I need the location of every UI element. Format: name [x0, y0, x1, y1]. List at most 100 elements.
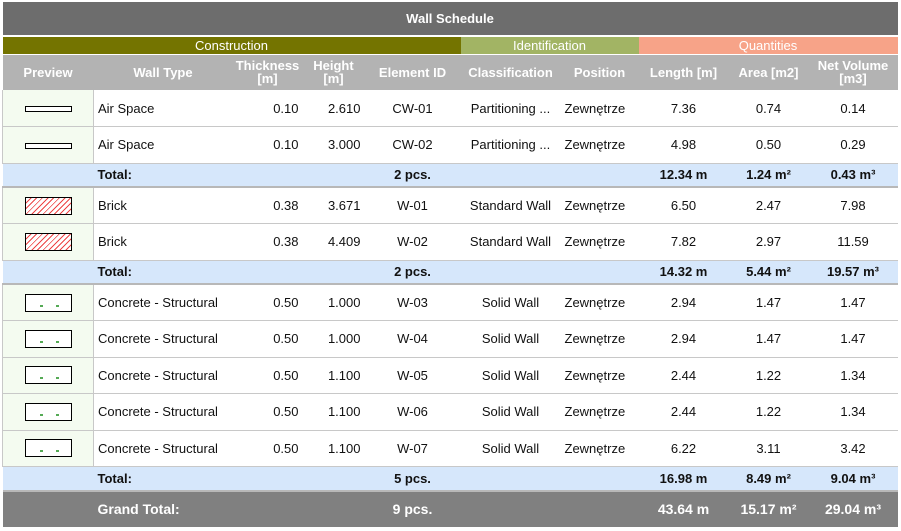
classification-cell: Solid Wall [460, 320, 561, 358]
height-cell: 3.671 [302, 187, 365, 224]
column-header-preview[interactable]: Preview [2, 54, 94, 90]
thickness-cell: 0.50 [232, 430, 303, 467]
area-cell: 1.22 [728, 393, 809, 431]
table-row[interactable]: Concrete - Structural 0.50 1.000 W-04 Solid … [2, 320, 898, 358]
column-header-element-id[interactable]: Element ID [364, 54, 461, 90]
height-cell: 1.100 [302, 393, 365, 431]
classification-cell: Standard Wall [460, 223, 561, 261]
total-label: Grand Total: [93, 490, 365, 527]
column-header-classification[interactable]: Classification [460, 54, 561, 90]
table-row[interactable]: Concrete - Structural 0.50 1.100 W-05 Solid … [2, 357, 898, 394]
concrete-preview-icon [24, 366, 72, 385]
element-id-cell: W-04 [364, 320, 461, 358]
length-cell: 2.94 [638, 284, 729, 321]
total-length: 16.98 m [638, 466, 729, 492]
total-length: 43.64 m [638, 490, 729, 527]
empty-cell [460, 260, 639, 285]
wall-type-cell: Air Space [93, 90, 233, 127]
classification-cell: Standard Wall [460, 187, 561, 224]
length-cell: 6.22 [638, 430, 729, 467]
wall-type-cell: Brick [93, 187, 233, 224]
thickness-cell: 0.10 [232, 126, 303, 164]
length-cell: 2.44 [638, 357, 729, 394]
classification-cell: Solid Wall [460, 393, 561, 431]
table-row[interactable]: Air Space 0.10 2.610 CW-01 Partitioning ... Z… [2, 90, 898, 127]
area-cell: 3.11 [728, 430, 809, 467]
element-id-cell: CW-02 [364, 126, 461, 164]
concrete-preview-icon [24, 402, 72, 421]
column-header-position[interactable]: Position [560, 54, 639, 90]
column-header-thickness[interactable]: Thickness [m] [232, 54, 303, 90]
empty-cell [460, 466, 639, 492]
area-cell: 0.50 [728, 126, 809, 164]
wall-type-cell: Concrete - Structural [93, 430, 233, 467]
total-count: 2 pcs. [364, 163, 461, 188]
net-volume-cell: 1.34 [808, 357, 898, 394]
element-id-cell: W-06 [364, 393, 461, 431]
wall-type-cell: Brick [93, 223, 233, 261]
thickness-cell: 0.50 [232, 320, 303, 358]
empty-cell [2, 163, 94, 188]
column-header-area[interactable]: Area [m2] [728, 54, 809, 90]
table-row[interactable]: Concrete - Structural 0.50 1.000 W-03 Solid … [2, 284, 898, 321]
total-row: Total: 5 pcs. 16.98 m 8.49 m² 9.04 m³ [2, 466, 898, 492]
height-cell: 4.409 [302, 223, 365, 261]
wall-type-cell: Concrete - Structural [93, 284, 233, 321]
schedule-title: Wall Schedule [2, 2, 898, 37]
net-volume-cell: 1.47 [808, 320, 898, 358]
height-cell: 2.610 [302, 90, 365, 127]
brick-hatch-preview-icon [24, 196, 72, 215]
net-volume-cell: 1.34 [808, 393, 898, 431]
classification-cell: Partitioning ... [460, 126, 561, 164]
table-row[interactable]: Brick 0.38 3.671 W-01 Standard Wall Zewnętrze… [2, 187, 898, 224]
classification-cell: Solid Wall [460, 357, 561, 394]
position-cell: Zewnętrze [560, 187, 639, 224]
height-cell: 1.100 [302, 430, 365, 467]
column-header-length[interactable]: Length [m] [638, 54, 729, 90]
total-area: 8.49 m² [728, 466, 809, 492]
element-id-cell: W-02 [364, 223, 461, 261]
preview-cell [2, 284, 94, 321]
thickness-cell: 0.38 [232, 187, 303, 224]
length-cell: 2.94 [638, 320, 729, 358]
preview-cell [2, 320, 94, 358]
air-space-preview-icon [24, 106, 72, 113]
total-area: 5.44 m² [728, 260, 809, 285]
net-volume-cell: 0.29 [808, 126, 898, 164]
height-cell: 1.100 [302, 357, 365, 394]
area-cell: 1.47 [728, 320, 809, 358]
position-cell: Zewnętrze [560, 393, 639, 431]
concrete-preview-icon [24, 329, 72, 348]
position-cell: Zewnętrze [560, 126, 639, 164]
table-row[interactable]: Concrete - Structural 0.50 1.100 W-06 Solid … [2, 393, 898, 431]
concrete-preview-icon [24, 293, 72, 312]
thickness-cell: 0.50 [232, 393, 303, 431]
classification-cell: Solid Wall [460, 284, 561, 321]
height-cell: 3.000 [302, 126, 365, 164]
element-id-cell: W-05 [364, 357, 461, 394]
column-header-wall-type[interactable]: Wall Type [93, 54, 233, 90]
brick-hatch-preview-icon [24, 232, 72, 251]
total-count: 5 pcs. [364, 466, 461, 492]
preview-cell [2, 187, 94, 224]
table-row[interactable]: Concrete - Structural 0.50 1.100 W-07 Solid … [2, 430, 898, 467]
position-cell: Zewnętrze [560, 284, 639, 321]
table-row[interactable]: Air Space 0.10 3.000 CW-02 Partitioning ... Z… [2, 126, 898, 164]
column-header-net-volume[interactable]: Net Volume [m3] [808, 54, 898, 90]
thickness-cell: 0.10 [232, 90, 303, 127]
length-cell: 6.50 [638, 187, 729, 224]
thickness-cell: 0.38 [232, 223, 303, 261]
column-header-height[interactable]: Height [m] [302, 54, 365, 90]
total-label: Total: [93, 260, 365, 285]
wall-type-cell: Concrete - Structural [93, 320, 233, 358]
total-length: 12.34 m [638, 163, 729, 188]
group-construction: Construction [2, 36, 461, 55]
classification-cell: Partitioning ... [460, 90, 561, 127]
position-cell: Zewnętrze [560, 223, 639, 261]
thickness-cell: 0.50 [232, 284, 303, 321]
table-row[interactable]: Brick 0.38 4.409 W-02 Standard Wall Zewnętrze… [2, 223, 898, 261]
position-cell: Zewnętrze [560, 320, 639, 358]
air-space-preview-icon [24, 142, 72, 149]
element-id-cell: W-07 [364, 430, 461, 467]
length-cell: 4.98 [638, 126, 729, 164]
